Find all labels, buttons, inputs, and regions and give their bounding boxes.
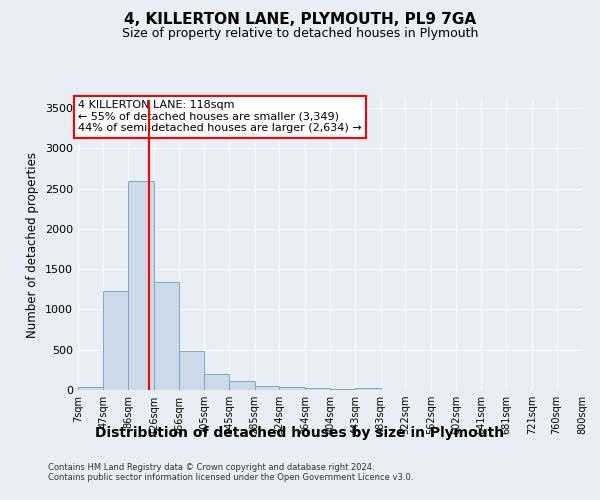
Bar bbox=[204, 374, 229, 390]
Y-axis label: Number of detached properties: Number of detached properties bbox=[26, 152, 40, 338]
Bar bbox=[355, 388, 380, 390]
Text: Size of property relative to detached houses in Plymouth: Size of property relative to detached ho… bbox=[122, 28, 478, 40]
Bar bbox=[154, 282, 179, 390]
Bar bbox=[128, 182, 154, 390]
Text: 4 KILLERTON LANE: 118sqm
← 55% of detached houses are smaller (3,349)
44% of sem: 4 KILLERTON LANE: 118sqm ← 55% of detach… bbox=[78, 100, 362, 133]
Text: Contains HM Land Registry data © Crown copyright and database right 2024.: Contains HM Land Registry data © Crown c… bbox=[48, 464, 374, 472]
Text: Contains public sector information licensed under the Open Government Licence v3: Contains public sector information licen… bbox=[48, 474, 413, 482]
Bar bbox=[280, 387, 305, 390]
Bar bbox=[305, 388, 331, 390]
Text: Distribution of detached houses by size in Plymouth: Distribution of detached houses by size … bbox=[95, 426, 505, 440]
Bar bbox=[229, 380, 254, 390]
Bar bbox=[78, 387, 103, 390]
Bar bbox=[103, 291, 128, 390]
Bar bbox=[254, 386, 280, 390]
Text: 4, KILLERTON LANE, PLYMOUTH, PL9 7GA: 4, KILLERTON LANE, PLYMOUTH, PL9 7GA bbox=[124, 12, 476, 28]
Bar bbox=[179, 350, 204, 390]
Bar bbox=[331, 388, 355, 390]
